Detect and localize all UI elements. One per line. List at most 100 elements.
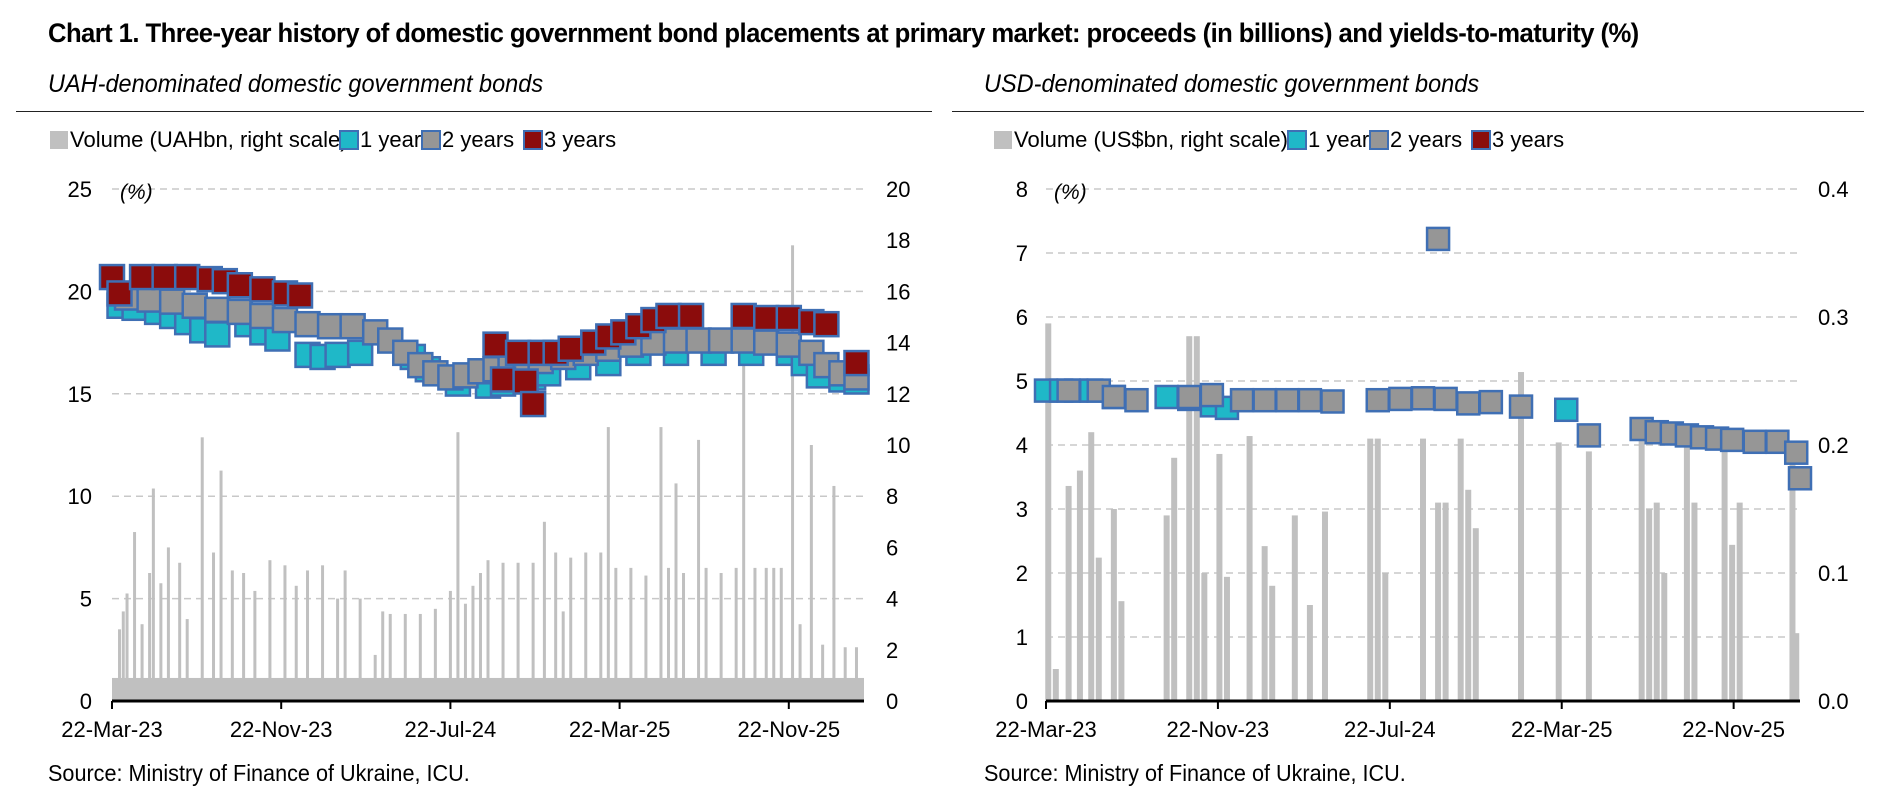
volume-bar — [531, 562, 535, 701]
legend-label: 1 year — [360, 127, 421, 152]
volume-bar — [719, 573, 723, 701]
y-left-tick-label: 2 — [1016, 561, 1028, 586]
volume-bar — [772, 567, 776, 701]
volume-bar — [1465, 489, 1472, 701]
marker-2-years — [1101, 384, 1127, 410]
x-tick-label: 22-Mar-25 — [1511, 717, 1612, 742]
legend-label: Volume (UAHbn, right scale) — [70, 127, 348, 152]
volume-bar — [268, 560, 272, 701]
volume-bar — [1291, 515, 1298, 701]
marker-2-years — [1742, 429, 1768, 455]
y-right-tick-label: 0.0 — [1818, 689, 1849, 714]
chart-subtitle: UAH-denominated domestic government bond… — [48, 70, 544, 98]
marker-2-years — [1320, 389, 1345, 414]
marker-2-years — [339, 312, 366, 340]
x-tick-label: 22-Mar-23 — [61, 717, 162, 742]
y-left-tick-label: 8 — [1016, 177, 1028, 202]
volume-bar — [809, 445, 813, 701]
volume-bar — [561, 611, 565, 701]
marker-2-years — [204, 296, 231, 324]
volume-bar — [659, 427, 663, 701]
legend-swatch-volume — [994, 131, 1012, 149]
marker-3-years — [677, 302, 705, 330]
volume-bar — [1382, 573, 1389, 701]
y-right-tick-label: 0.4 — [1818, 177, 1849, 202]
legend-swatch-1 — [1287, 130, 1307, 150]
volume-bar — [166, 547, 170, 701]
volume-bar — [219, 470, 223, 701]
marker-2-years — [158, 288, 186, 315]
volume-bar — [1472, 528, 1479, 701]
x-tick-label: 22-Nov-23 — [230, 717, 333, 742]
marker-3-years — [512, 368, 539, 395]
volume-bar — [373, 654, 377, 701]
volume-bar — [854, 647, 858, 701]
unit-label: (%) — [120, 181, 153, 204]
volume-bar — [1163, 515, 1170, 701]
y-left-tick-label: 4 — [1016, 433, 1028, 458]
volume-bar — [1638, 432, 1645, 701]
legend-label: 1 year — [1308, 127, 1369, 152]
marker-3-years — [504, 339, 532, 367]
marker-2-years — [294, 310, 321, 338]
y-right-tick-label: 0 — [886, 689, 898, 714]
volume-bar — [821, 644, 825, 701]
volume-bar — [1065, 485, 1072, 701]
marker-2-years — [1365, 387, 1391, 413]
volume-bar — [1367, 438, 1374, 701]
marker-3-years — [557, 335, 584, 362]
y-right-tick-label: 18 — [886, 228, 910, 253]
volume-bar — [178, 562, 182, 701]
volume-bar — [843, 647, 847, 701]
volume-bar — [779, 567, 783, 701]
y-left-tick-label: 10 — [68, 484, 92, 509]
volume-bar — [358, 598, 362, 701]
marker-2-years — [1433, 386, 1458, 412]
marker-3-years — [482, 331, 509, 358]
volume-bar — [606, 427, 610, 701]
legend-label: Volume (US$bn, right scale) — [1014, 127, 1288, 152]
volume-bar — [1321, 511, 1328, 701]
volume-bar-mass — [112, 677, 864, 701]
marker-2-years — [1229, 387, 1255, 413]
volume-bar — [1193, 336, 1200, 701]
marker-2-years — [1576, 423, 1602, 448]
marker-3-years — [249, 276, 276, 303]
marker-2-years — [1177, 384, 1202, 410]
volume-bar — [381, 611, 385, 701]
volume-bar — [1518, 372, 1525, 701]
y-right-tick-label: 12 — [886, 382, 910, 407]
divider-rule — [952, 111, 1864, 112]
volume-bar — [448, 590, 452, 701]
legend-label: 3 years — [1492, 127, 1564, 152]
marker-2-years — [1388, 386, 1413, 412]
marker-3-years — [519, 390, 547, 418]
marker-2-years — [685, 327, 712, 354]
volume-bar — [1269, 585, 1276, 701]
volume-bar — [121, 611, 125, 701]
volume-bar — [478, 573, 482, 701]
volume-bar — [753, 567, 757, 701]
volume-bar — [1683, 445, 1690, 701]
volume-bar — [1729, 544, 1736, 701]
marker-2-years — [1275, 387, 1300, 413]
marker-2-years — [181, 292, 208, 319]
y-right-tick-label: 8 — [886, 484, 898, 509]
marker-3-years — [752, 304, 780, 332]
volume-bar — [418, 613, 422, 701]
marker-2-years — [1124, 387, 1149, 413]
volume-bar — [554, 552, 558, 701]
marker-2-years — [775, 331, 803, 358]
volume-bar — [614, 567, 618, 701]
volume-bar — [463, 603, 467, 701]
marker-3-years — [489, 366, 517, 393]
marker-2-years — [249, 302, 276, 330]
y-left-tick-label: 0 — [80, 689, 92, 714]
marker-1-year — [346, 339, 374, 367]
legend-swatch-volume — [50, 131, 68, 149]
y-right-tick-label: 4 — [886, 587, 898, 612]
x-tick-label: 22-Mar-23 — [995, 717, 1096, 742]
volume-bar — [1201, 573, 1208, 701]
volume-bar — [501, 562, 505, 701]
marker-2-years — [226, 298, 254, 326]
